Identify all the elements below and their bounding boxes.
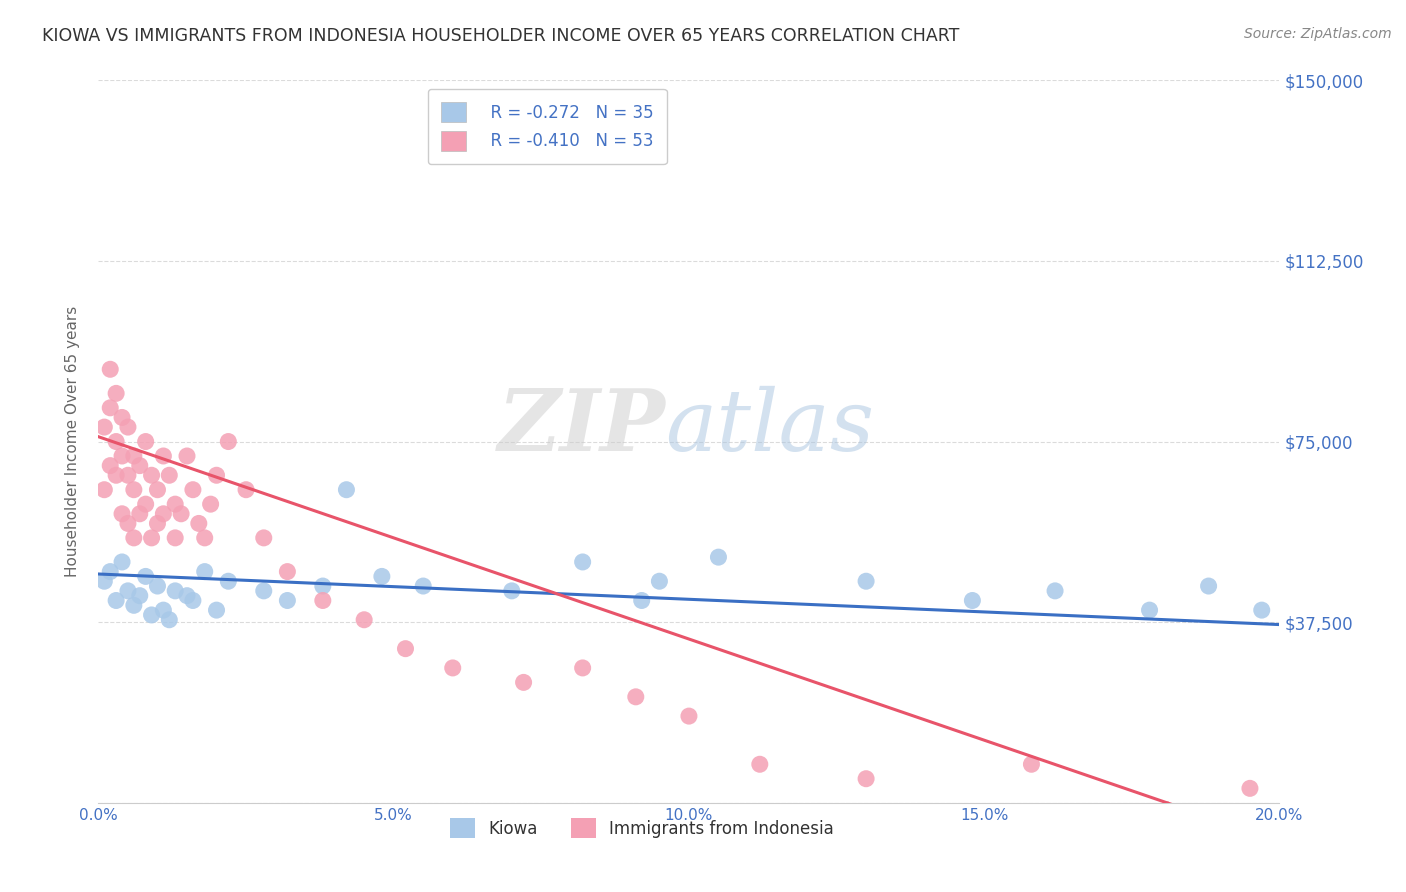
Point <box>962 593 984 607</box>
Point <box>98 362 121 376</box>
Point <box>176 589 198 603</box>
Point <box>141 531 163 545</box>
Point <box>205 603 228 617</box>
Point <box>111 555 134 569</box>
Point <box>117 516 139 531</box>
Text: atlas: atlas <box>665 385 875 468</box>
Point <box>135 497 157 511</box>
Point <box>128 458 150 473</box>
Text: KIOWA VS IMMIGRANTS FROM INDONESIA HOUSEHOLDER INCOME OVER 65 YEARS CORRELATION : KIOWA VS IMMIGRANTS FROM INDONESIA HOUSE… <box>42 27 959 45</box>
Point <box>122 599 145 613</box>
Point <box>152 507 174 521</box>
Point <box>111 507 134 521</box>
Point <box>170 507 193 521</box>
Point <box>117 420 139 434</box>
Text: Source: ZipAtlas.com: Source: ZipAtlas.com <box>1244 27 1392 41</box>
Point <box>181 593 204 607</box>
Point <box>146 516 169 531</box>
Point <box>176 449 198 463</box>
Point <box>135 434 157 449</box>
Point <box>312 579 335 593</box>
Point <box>146 579 169 593</box>
Point <box>165 497 187 511</box>
Point <box>855 772 877 786</box>
Point <box>117 468 139 483</box>
Point <box>93 420 115 434</box>
Point <box>217 574 239 589</box>
Point <box>312 593 335 607</box>
Point <box>253 583 276 598</box>
Point <box>1043 583 1066 598</box>
Point <box>105 386 128 401</box>
Y-axis label: Householder Income Over 65 years: Householder Income Over 65 years <box>65 306 80 577</box>
Point <box>146 483 169 497</box>
Point <box>200 497 222 511</box>
Point <box>141 607 163 622</box>
Point <box>235 483 257 497</box>
Point <box>748 757 770 772</box>
Point <box>111 410 134 425</box>
Point <box>122 449 145 463</box>
Point <box>157 613 180 627</box>
Point <box>128 507 150 521</box>
Point <box>1250 603 1272 617</box>
Point <box>117 583 139 598</box>
Point <box>157 468 180 483</box>
Point <box>98 458 121 473</box>
Point <box>141 468 163 483</box>
Point <box>1139 603 1161 617</box>
Point <box>394 641 416 656</box>
Point <box>122 483 145 497</box>
Point <box>98 401 121 415</box>
Point <box>253 531 276 545</box>
Point <box>630 593 652 607</box>
Point <box>1021 757 1043 772</box>
Point <box>135 569 157 583</box>
Point <box>707 550 730 565</box>
Point <box>335 483 357 497</box>
Point <box>571 661 593 675</box>
Point <box>93 483 115 497</box>
Point <box>276 593 298 607</box>
Point <box>441 661 464 675</box>
Point <box>624 690 647 704</box>
Point <box>105 593 128 607</box>
Point <box>152 449 174 463</box>
Point <box>205 468 228 483</box>
Point <box>111 449 134 463</box>
Legend: Kiowa, Immigrants from Indonesia: Kiowa, Immigrants from Indonesia <box>443 812 841 845</box>
Point <box>105 434 128 449</box>
Point <box>187 516 209 531</box>
Point <box>152 603 174 617</box>
Point <box>678 709 700 723</box>
Point <box>122 531 145 545</box>
Point <box>217 434 239 449</box>
Point <box>855 574 877 589</box>
Point <box>128 589 150 603</box>
Point <box>371 569 394 583</box>
Point <box>412 579 434 593</box>
Point <box>1198 579 1220 593</box>
Point <box>1239 781 1261 796</box>
Point <box>353 613 375 627</box>
Text: ZIP: ZIP <box>498 385 665 469</box>
Point <box>93 574 115 589</box>
Point <box>105 468 128 483</box>
Point <box>165 531 187 545</box>
Point <box>512 675 534 690</box>
Point <box>571 555 593 569</box>
Point <box>98 565 121 579</box>
Point <box>194 565 217 579</box>
Point <box>181 483 204 497</box>
Point <box>194 531 217 545</box>
Point <box>648 574 671 589</box>
Point <box>276 565 298 579</box>
Point <box>501 583 523 598</box>
Point <box>165 583 187 598</box>
